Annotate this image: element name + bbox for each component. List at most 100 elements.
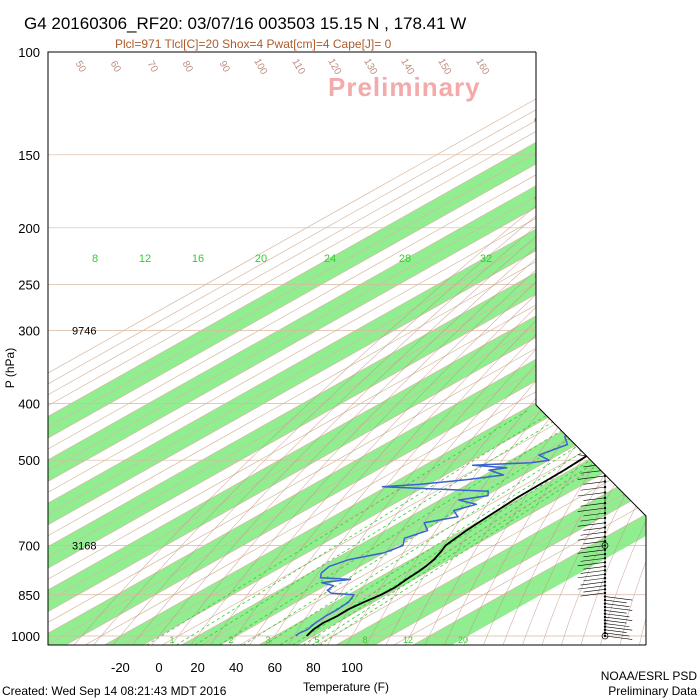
adiabat-label: 70 bbox=[145, 59, 160, 75]
dry-adiabat-line bbox=[93, 125, 647, 645]
wind-barb bbox=[604, 610, 627, 614]
mixing-ratio-label-high: 16 bbox=[192, 253, 204, 265]
wind-barb-dot bbox=[603, 576, 607, 580]
isotherm-line bbox=[48, 253, 647, 591]
isotherm-line bbox=[277, 437, 647, 645]
mixing-ratio-label-low: 2 bbox=[228, 635, 233, 645]
mixing-ratio-label-high: 24 bbox=[324, 253, 336, 265]
wind-barb bbox=[577, 522, 606, 527]
wind-barb bbox=[583, 481, 606, 485]
preliminary-data-label: Preliminary Data bbox=[608, 684, 697, 698]
isotherm-line bbox=[48, 133, 647, 472]
mixing-ratio-line bbox=[319, 433, 647, 645]
isotherm-line bbox=[48, 144, 647, 482]
wind-barb-dot bbox=[603, 605, 607, 609]
wind-barb-dot bbox=[603, 496, 607, 500]
wind-barb bbox=[583, 566, 606, 570]
mixing-ratio-label-low: 3 bbox=[265, 635, 270, 645]
wind-barb bbox=[580, 545, 606, 549]
x-tick-label: 80 bbox=[306, 660, 320, 675]
wind-barb-dot bbox=[603, 552, 607, 556]
isotherm-line bbox=[122, 350, 647, 645]
isotherm-line bbox=[219, 404, 647, 645]
dry-adiabat-line bbox=[190, 171, 647, 645]
dry-adiabat-line bbox=[73, 116, 647, 645]
wind-barb-dot bbox=[603, 612, 607, 615]
wind-barb-dot bbox=[603, 480, 607, 483]
adiabat-label: 90 bbox=[217, 59, 232, 75]
y-tick-label: 400 bbox=[18, 397, 40, 412]
wind-barb bbox=[604, 603, 630, 607]
calm-circle bbox=[601, 542, 609, 549]
wind-barb bbox=[580, 517, 606, 522]
isotherm-line bbox=[48, 242, 647, 580]
isotherm-line bbox=[48, 177, 647, 515]
wind-barb bbox=[580, 592, 606, 597]
wind-barb-dot bbox=[603, 539, 607, 543]
wind-barb bbox=[604, 596, 633, 601]
mixing-ratio-label-high: 12 bbox=[139, 253, 151, 265]
wind-barb-dot bbox=[603, 634, 607, 638]
adiabat-label: 80 bbox=[180, 59, 195, 75]
dewpoint-line bbox=[295, 385, 647, 637]
wind-barb-dot bbox=[603, 609, 607, 612]
x-axis-ticks: -20 0 20 40 60 80 100 bbox=[111, 660, 363, 675]
wind-barb bbox=[580, 486, 606, 491]
wind-barb-dot bbox=[603, 526, 607, 529]
isotherm-line bbox=[200, 393, 647, 645]
wind-barb-dot bbox=[603, 598, 607, 602]
y-tick-label: 150 bbox=[18, 148, 40, 163]
isotherm-line bbox=[48, 57, 647, 396]
wind-barb-dot bbox=[603, 485, 607, 489]
x-tick-label: 40 bbox=[229, 660, 243, 675]
dry-adiabat-line bbox=[112, 133, 647, 645]
isotherm-line bbox=[354, 480, 647, 645]
wind-barb-dot bbox=[603, 588, 607, 591]
wind-barb bbox=[604, 616, 633, 621]
wind-barb-dot bbox=[603, 595, 607, 598]
wind-barb bbox=[577, 492, 606, 497]
wind-barb-dot bbox=[603, 591, 607, 595]
wind-barb bbox=[580, 570, 606, 574]
mixing-ratio-line bbox=[311, 428, 647, 645]
wind-barb bbox=[604, 629, 627, 633]
wind-barb-dot bbox=[603, 628, 607, 632]
dry-adiabat-line bbox=[424, 316, 647, 645]
wind-barb bbox=[583, 497, 606, 501]
mixing-ratio-line bbox=[291, 417, 647, 645]
dry-adiabat-line bbox=[600, 517, 647, 645]
x-tick-label: 0 bbox=[155, 660, 162, 675]
wind-barb-dot bbox=[603, 622, 607, 625]
isotherm-line bbox=[180, 383, 647, 645]
y-tick-label: 250 bbox=[18, 277, 40, 292]
y-tick-label: 300 bbox=[18, 324, 40, 339]
wind-barb-dot bbox=[603, 615, 607, 619]
isotherm-line bbox=[103, 339, 647, 645]
dry-adiabat-line bbox=[444, 332, 647, 645]
wind-barb bbox=[577, 507, 606, 512]
temperature-band bbox=[48, 296, 647, 645]
wind-barb-dot bbox=[603, 506, 607, 510]
x-tick-label: 60 bbox=[268, 660, 282, 675]
wind-barb bbox=[577, 585, 606, 590]
wind-barb-dot bbox=[603, 602, 607, 605]
x-axis-label: Temperature (F) bbox=[303, 680, 389, 694]
wind-barb-dot bbox=[603, 569, 607, 572]
mixing-ratio-line bbox=[145, 409, 529, 645]
wind-barb bbox=[577, 475, 606, 480]
isotherm-line bbox=[161, 372, 647, 645]
isotherm-line bbox=[48, 263, 647, 602]
wind-barb bbox=[604, 599, 627, 604]
y-tick-label: 100 bbox=[18, 45, 40, 60]
wind-barb bbox=[583, 540, 606, 545]
isotherm-line bbox=[48, 52, 621, 374]
isotherm-line bbox=[48, 220, 647, 558]
y-axis-label: P (hPa) bbox=[3, 348, 17, 388]
dry-adiabat-line bbox=[151, 151, 647, 645]
dry-adiabat-line bbox=[463, 349, 647, 645]
wind-barb bbox=[604, 635, 633, 640]
wind-barb-dot bbox=[603, 501, 607, 505]
wind-barb bbox=[577, 536, 606, 541]
